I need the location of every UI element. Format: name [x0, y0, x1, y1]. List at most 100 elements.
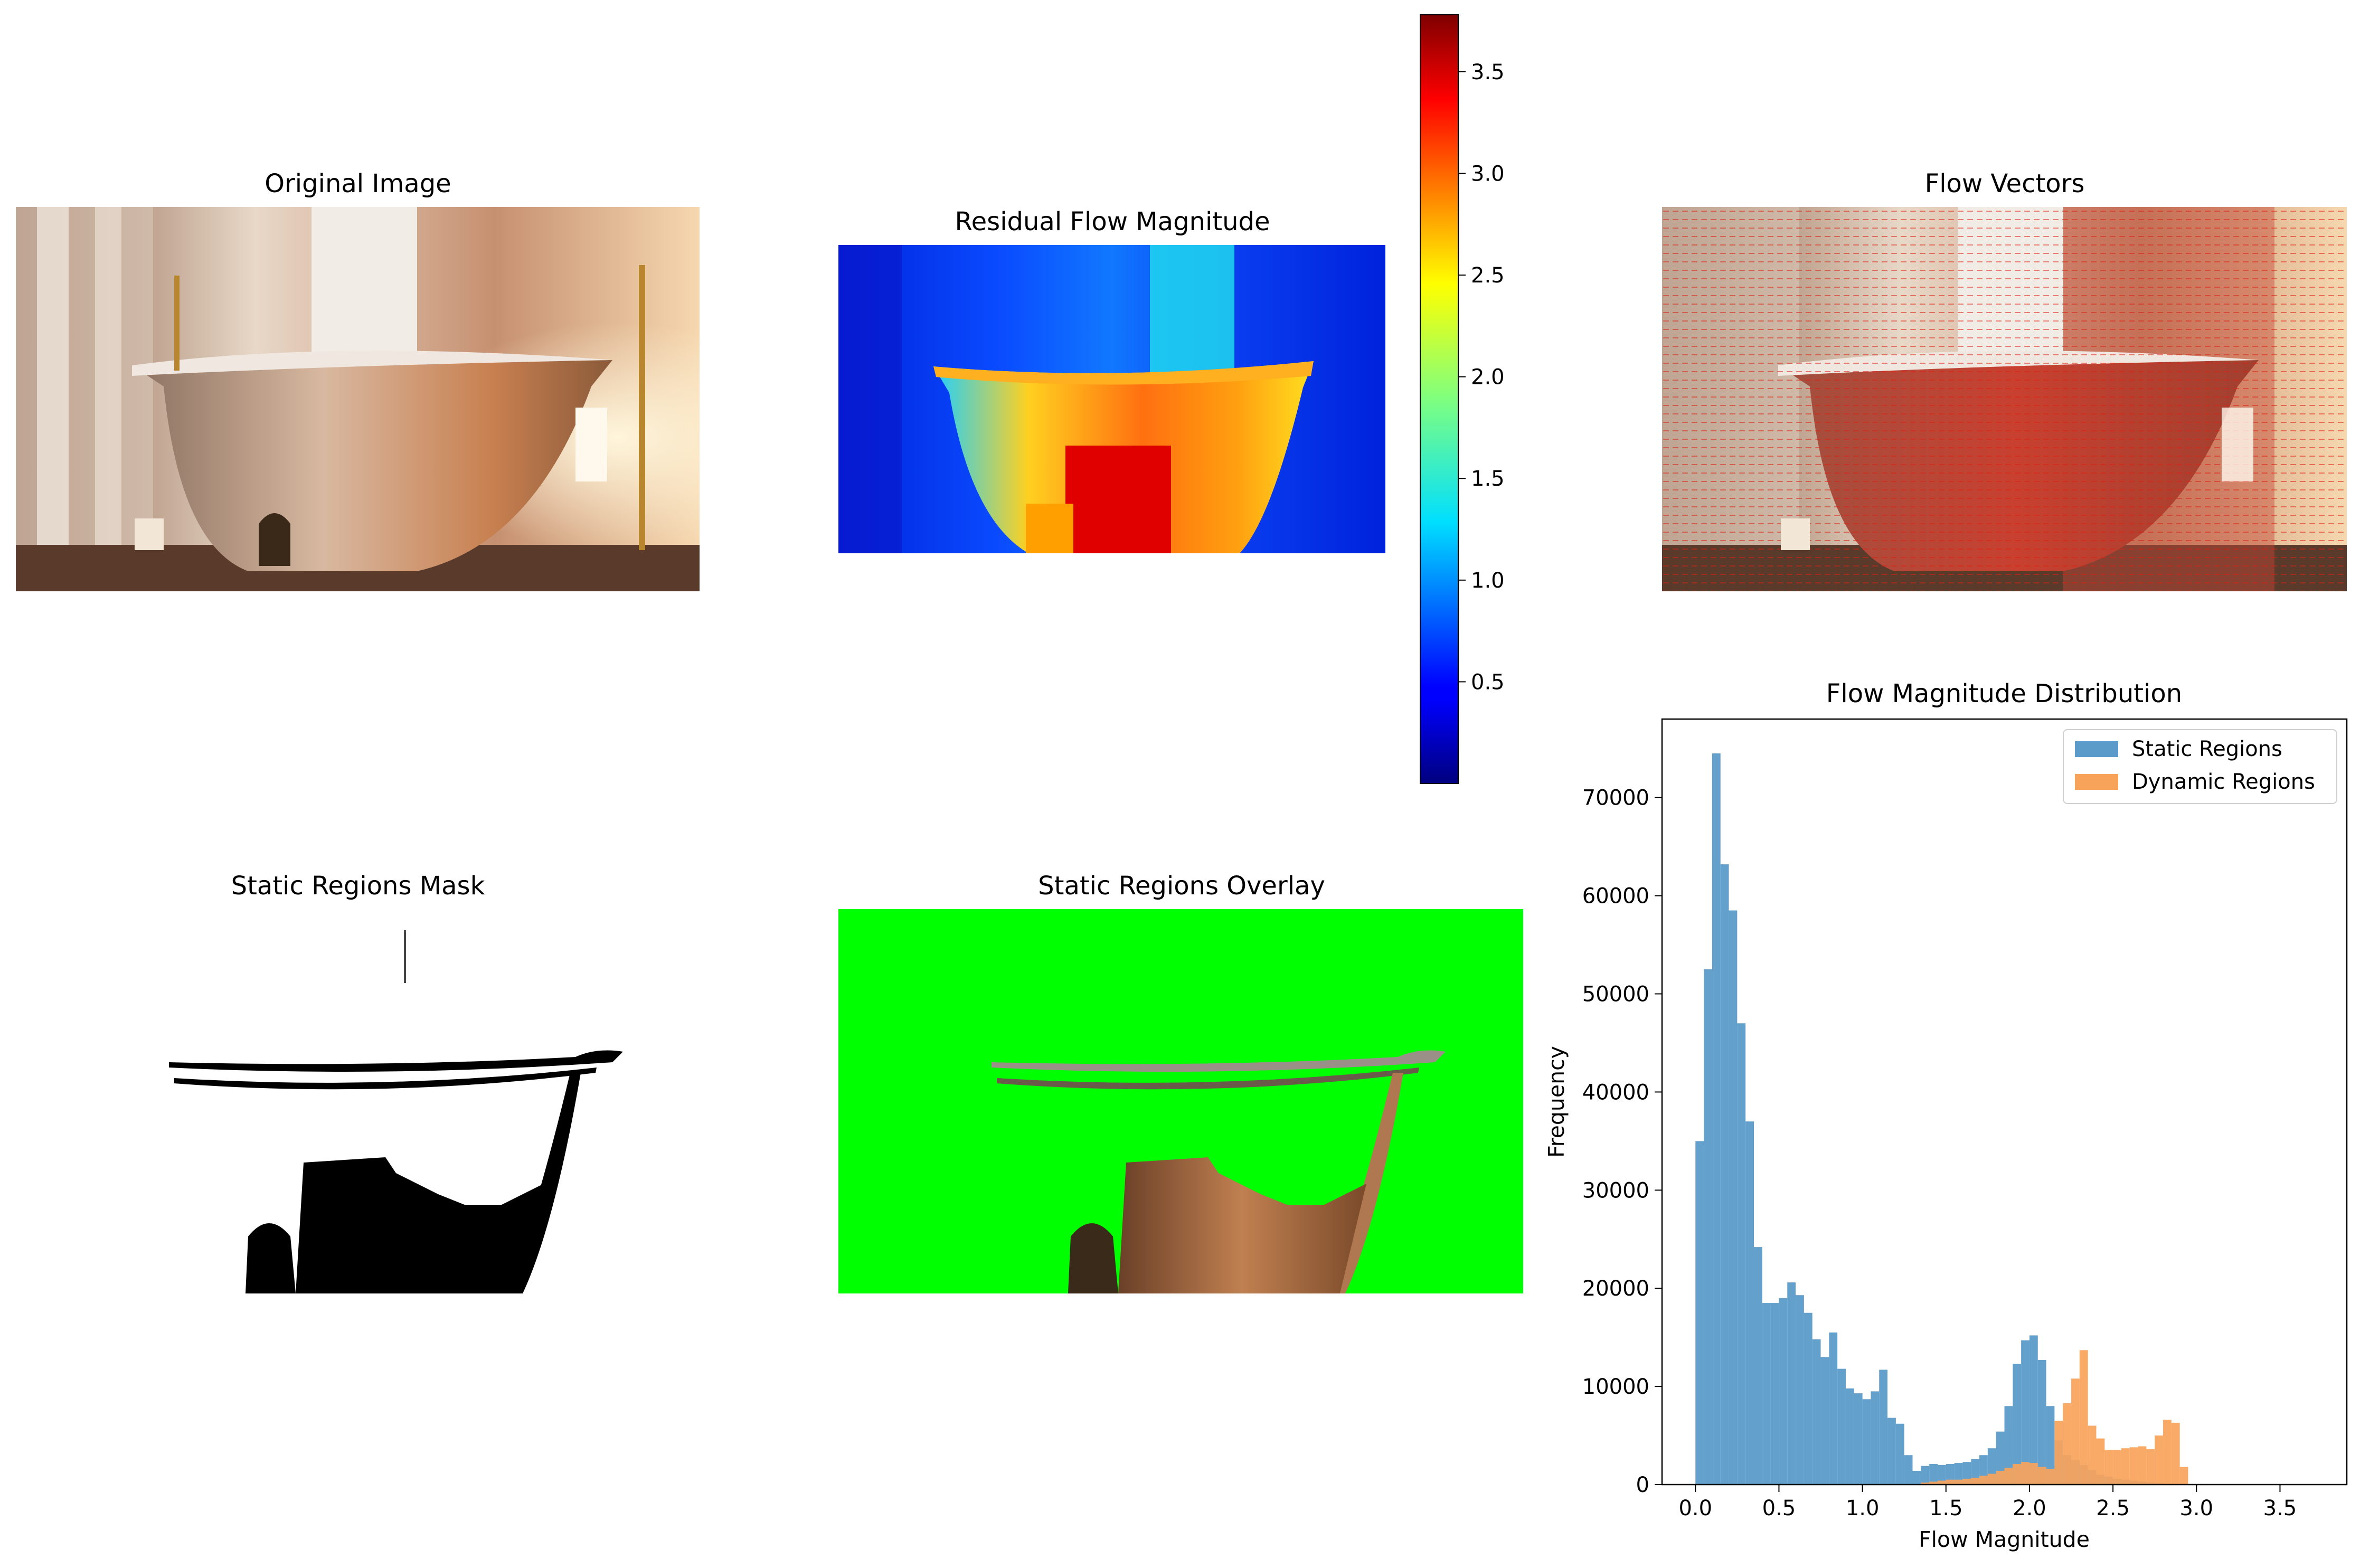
flow-vectors-title: Flow Vectors — [1924, 169, 2085, 199]
static-bar — [2029, 1335, 2038, 1485]
static-bar — [1921, 1466, 1930, 1485]
y-axis-label: Frequency — [1544, 1046, 1569, 1158]
dynamic-bar — [1979, 1476, 1988, 1485]
x-tick-label: 3.5 — [2263, 1496, 2297, 1520]
dynamic-bar — [1921, 1482, 1930, 1485]
dynamic-bar — [2046, 1469, 2055, 1485]
static-overlay-title: Static Regions Overlay — [1038, 871, 1325, 901]
dynamic-bar — [2179, 1467, 2188, 1485]
x-axis-label: Flow Magnitude — [1919, 1527, 2090, 1552]
static-bar — [1796, 1295, 1804, 1485]
static-bar — [1745, 1121, 1754, 1485]
original-image-title: Original Image — [265, 169, 451, 199]
static-bar — [1787, 1282, 1796, 1485]
static-overlay-image — [838, 909, 1523, 1293]
dynamic-bar — [1971, 1477, 1980, 1485]
static-bar — [1862, 1399, 1871, 1485]
dynamic-bar — [1929, 1481, 1938, 1485]
static-mask-title: Static Regions Mask — [231, 871, 485, 901]
dynamic-bar — [2071, 1378, 2080, 1485]
colorbar-tick-label: 1.5 — [1471, 467, 1505, 491]
static-bar — [1770, 1303, 1779, 1485]
y-tick-label: 0 — [1636, 1473, 1649, 1497]
colorbar-tick-label: 3.0 — [1471, 162, 1505, 186]
static-bar — [1779, 1298, 1788, 1485]
colorbar-tick-label: 1.0 — [1471, 569, 1505, 593]
x-tick-label: 1.5 — [1929, 1496, 1963, 1520]
static-regions-mask — [16, 909, 700, 1293]
dynamic-bar — [2155, 1435, 2164, 1485]
y-tick-label: 60000 — [1582, 884, 1649, 909]
original-image — [16, 207, 700, 591]
colorbar-tick-label: 2.5 — [1471, 263, 1505, 288]
y-tick-label: 70000 — [1582, 786, 1649, 810]
static-bar — [1729, 910, 1738, 1485]
static-bar — [1912, 1470, 1921, 1485]
legend-swatch — [2075, 774, 2118, 790]
residual-flow-heatmap — [838, 245, 1385, 553]
dynamic-bar — [1937, 1480, 1946, 1485]
static-bar — [2046, 1406, 2055, 1485]
dynamic-bar — [2104, 1450, 2113, 1485]
static-bar — [1812, 1339, 1821, 1485]
static-bar — [1720, 864, 1729, 1485]
static-bar — [1895, 1423, 1904, 1485]
static-bar — [1887, 1418, 1896, 1485]
dynamic-bar — [2021, 1462, 2029, 1485]
static-bar — [1879, 1369, 1888, 1485]
static-bar — [1937, 1465, 1946, 1485]
static-bar — [1871, 1391, 1880, 1485]
static-bar — [1804, 1312, 1813, 1485]
y-tick-label: 20000 — [1582, 1277, 1649, 1301]
static-bar — [1904, 1455, 1913, 1485]
residual-flow-title: Residual Flow Magnitude — [955, 207, 1270, 237]
legend-swatch — [2075, 741, 2118, 757]
histogram-axes-frame — [1661, 718, 2348, 1486]
static-bar — [1946, 1463, 1955, 1485]
legend-entry: Dynamic Regions — [2132, 770, 2315, 794]
static-bar — [1837, 1368, 1846, 1485]
static-mask-image — [16, 909, 700, 1293]
y-tick-label: 40000 — [1582, 1080, 1649, 1104]
histogram-title: Flow Magnitude Distribution — [1826, 679, 2182, 709]
static-bar — [1845, 1388, 1854, 1485]
colorbar-tick-label: 3.5 — [1471, 60, 1505, 84]
dynamic-bar — [2096, 1438, 2105, 1485]
colorbar-gradient — [1420, 14, 1459, 784]
dynamic-bar — [2079, 1350, 2088, 1485]
static-bar — [1929, 1463, 1938, 1485]
dynamic-bar — [1987, 1473, 1996, 1485]
dynamic-bar — [2121, 1448, 2130, 1485]
y-tick-label: 50000 — [1582, 983, 1649, 1007]
static-bar — [2037, 1359, 2046, 1485]
dynamic-bar — [2013, 1463, 2022, 1485]
static-bar — [1704, 969, 1712, 1485]
static-bar — [1712, 753, 1721, 1485]
flow-vectors-image — [1662, 207, 2347, 591]
dynamic-bar — [2054, 1421, 2063, 1485]
x-tick-label: 2.5 — [2096, 1496, 2130, 1520]
dynamic-bar — [2129, 1447, 2138, 1485]
y-tick-label: 30000 — [1582, 1178, 1649, 1203]
legend-entry: Static Regions — [2132, 737, 2282, 761]
static-bar — [1762, 1303, 1771, 1485]
histogram-legend: Static Regions Dynamic Regions — [2063, 729, 2337, 804]
static-regions-overlay — [838, 909, 1523, 1293]
static-bar — [1820, 1357, 1829, 1485]
colorbar-tick-label: 0.5 — [1471, 670, 1505, 694]
dynamic-bar — [2029, 1463, 2038, 1485]
y-tick-label: 10000 — [1582, 1375, 1649, 1399]
colorbar-tick-label: 2.0 — [1471, 365, 1505, 390]
dynamic-bar — [2171, 1422, 2180, 1485]
static-bar — [1737, 1023, 1746, 1485]
dynamic-bar — [1954, 1479, 1963, 1485]
dynamic-bar — [2037, 1467, 2046, 1485]
dynamic-bar — [1996, 1470, 2005, 1485]
dynamic-bar — [2113, 1450, 2121, 1485]
legend-box — [2063, 729, 2337, 804]
x-tick-label: 2.0 — [2013, 1496, 2046, 1520]
x-tick-label: 0.0 — [1678, 1496, 1712, 1520]
static-bar — [2021, 1340, 2029, 1485]
